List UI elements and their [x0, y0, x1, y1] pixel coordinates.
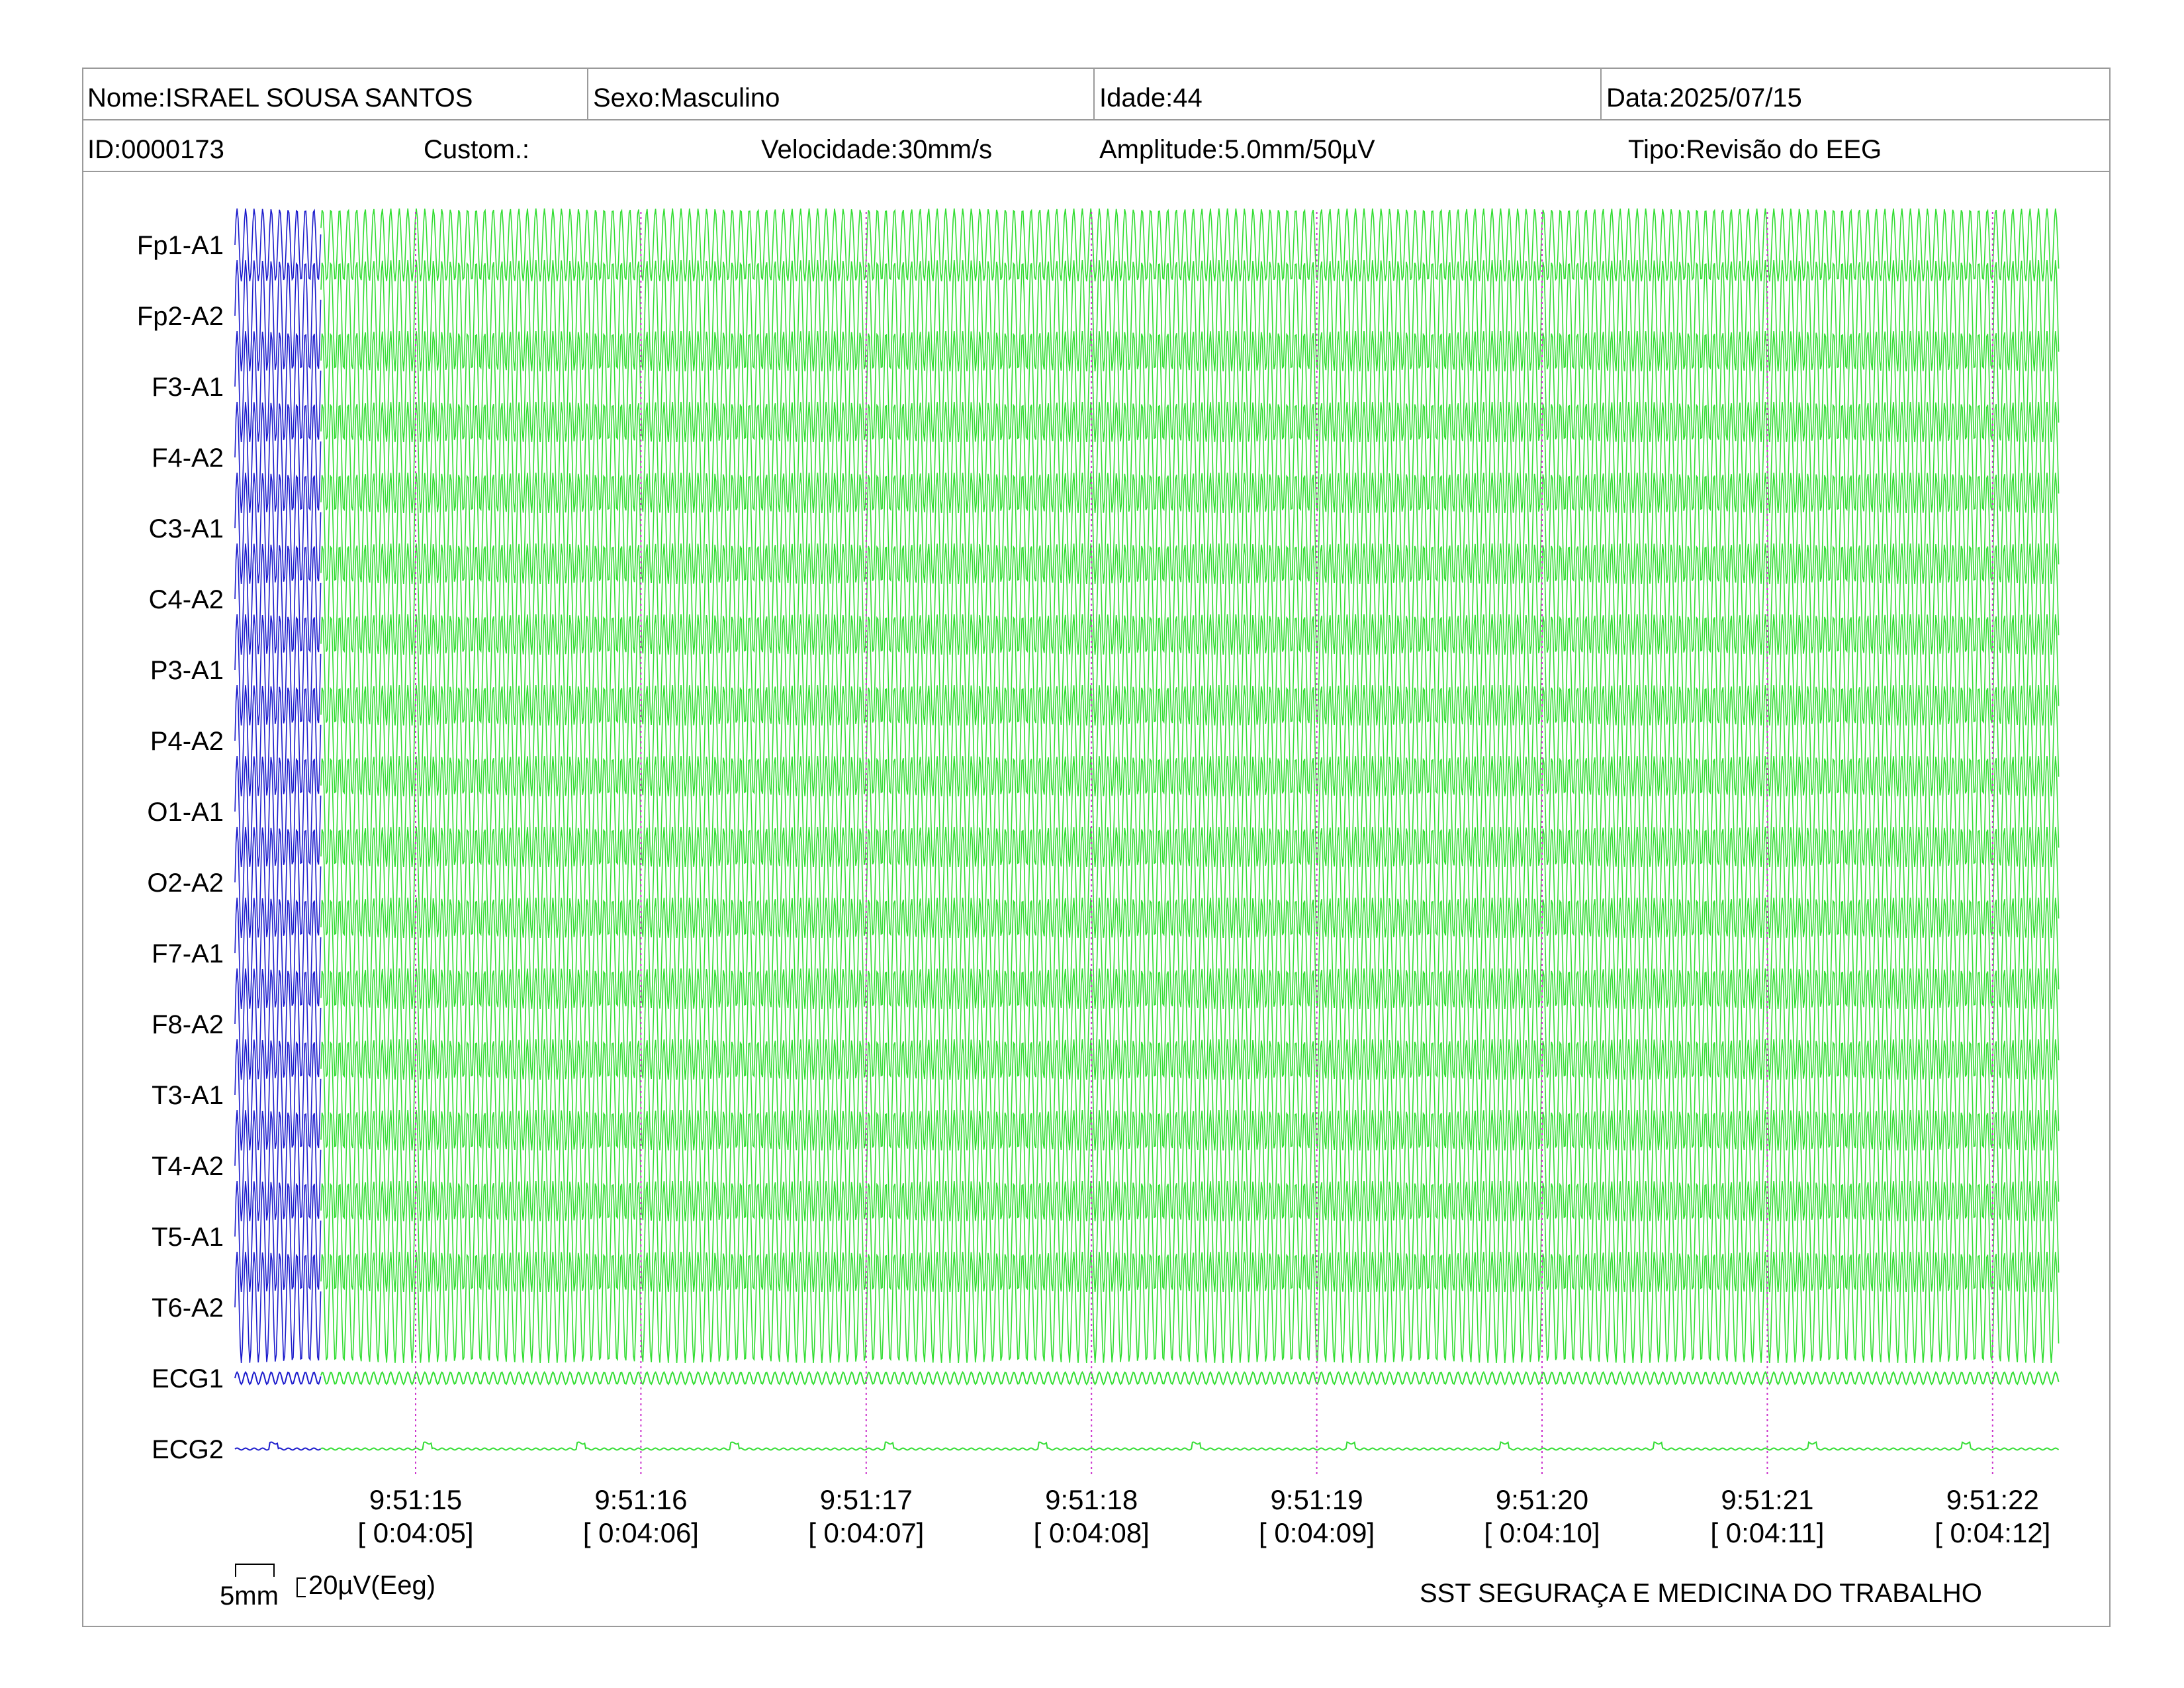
- trace-c4-a2-segment-1: [234, 543, 322, 655]
- time-label-elapsed-8: [ 0:04:12]: [1934, 1517, 2050, 1548]
- trace-c3-a1-segment-2: [320, 472, 2060, 585]
- patient-name: Nome:ISRAEL SOUSA SANTOS: [87, 83, 473, 113]
- time-label-elapsed-6: [ 0:04:10]: [1484, 1517, 1600, 1548]
- trace-ecg2-segment-1: [234, 1441, 322, 1451]
- time-label-elapsed-2: [ 0:04:06]: [583, 1517, 699, 1548]
- trace-f3-a1-segment-1: [234, 330, 322, 442]
- time-label-elapsed-3: [ 0:04:07]: [808, 1517, 924, 1548]
- time-scale-label: 5mm: [220, 1581, 279, 1611]
- trace-ecg2-segment-2: [320, 1441, 2060, 1451]
- trace-f7-a1-segment-1: [234, 897, 322, 1009]
- trace-t6-a2-segment-2: [320, 1251, 2060, 1364]
- trace-o2-a2-segment-1: [234, 826, 322, 938]
- time-label-clock-4: 9:51:18: [1045, 1484, 1138, 1515]
- header-sep-2: [1093, 68, 1095, 120]
- trace-o1-a1-segment-2: [320, 755, 2060, 868]
- header-bottom-rule: [82, 171, 2111, 172]
- trace-t3-a1-segment-2: [320, 1039, 2060, 1151]
- trace-fp2-a2-segment-2: [320, 259, 2060, 372]
- trace-ecg1-segment-2: [320, 1371, 2060, 1385]
- channel-label-o1-a1: O1-A1: [147, 798, 224, 827]
- trace-f4-a2-segment-2: [320, 401, 2060, 514]
- trace-t3-a1-segment-1: [234, 1039, 322, 1150]
- time-label-clock-3: 9:51:17: [820, 1484, 913, 1515]
- trace-fp2-a2-segment-1: [234, 259, 322, 371]
- channel-label-o2-a2: O2-A2: [147, 868, 224, 898]
- trace-p3-a1-segment-2: [320, 614, 2060, 726]
- trace-o2-a2-segment-2: [320, 826, 2060, 939]
- time-label-clock-7: 9:51:21: [1721, 1484, 1813, 1515]
- channel-label-t4-a2: T4-A2: [152, 1152, 224, 1181]
- channel-label-fp1-a1: Fp1-A1: [137, 231, 224, 260]
- channel-label-ecg2: ECG2: [152, 1435, 224, 1464]
- time-label-clock-5: 9:51:19: [1271, 1484, 1363, 1515]
- trace-o1-a1-segment-1: [234, 755, 322, 867]
- amplitude-setting: Amplitude:5.0mm/50µV: [1099, 135, 1375, 164]
- time-label-elapsed-5: [ 0:04:09]: [1259, 1517, 1375, 1548]
- time-label-clock-1: 9:51:15: [369, 1484, 462, 1515]
- exam-date: Data:2025/07/15: [1606, 83, 1802, 113]
- patient-age: Idade:44: [1099, 83, 1203, 113]
- amplitude-scale-label: 20µV(Eeg): [308, 1571, 435, 1600]
- trace-c3-a1-segment-1: [234, 472, 322, 584]
- organization-name: SST SEGURAÇA E MEDICINA DO TRABALHO: [1420, 1579, 1982, 1608]
- channel-label-f4-a2: F4-A2: [152, 444, 224, 473]
- channel-label-p3-a1: P3-A1: [150, 656, 224, 685]
- trace-f3-a1-segment-2: [320, 330, 2060, 443]
- channel-label-f8-a2: F8-A2: [152, 1010, 224, 1039]
- amplitude-scale-bar: [296, 1577, 306, 1597]
- trace-t5-a1-segment-2: [320, 1180, 2060, 1293]
- channel-label-fp2-a2: Fp2-A2: [137, 302, 224, 331]
- trace-p4-a2-segment-1: [234, 684, 322, 796]
- time-label-clock-8: 9:51:22: [1946, 1484, 2039, 1515]
- header-sep-3: [1600, 68, 1602, 120]
- trace-f7-a1-segment-2: [320, 897, 2060, 1009]
- trace-t4-a2-segment-1: [234, 1109, 322, 1221]
- channel-label-p4-a2: P4-A2: [150, 727, 224, 756]
- report-frame: [82, 68, 2111, 1627]
- trace-f8-a2-segment-2: [320, 968, 2060, 1080]
- time-label-clock-6: 9:51:20: [1496, 1484, 1588, 1515]
- trace-ecg1-segment-1: [234, 1371, 322, 1385]
- trace-p3-a1-segment-1: [234, 614, 322, 726]
- channel-label-c3-a1: C3-A1: [149, 514, 224, 543]
- channel-label-f3-a1: F3-A1: [152, 373, 224, 402]
- time-scale-bar: [235, 1564, 275, 1577]
- trace-fp1-a1-segment-1: [234, 208, 322, 282]
- time-label-elapsed-7: [ 0:04:11]: [1710, 1517, 1824, 1548]
- patient-sex: Sexo:Masculino: [593, 83, 780, 113]
- channel-label-f7-a1: F7-A1: [152, 939, 224, 968]
- trace-f8-a2-segment-1: [234, 968, 322, 1080]
- trace-t4-a2-segment-2: [320, 1109, 2060, 1222]
- channel-label-t6-a2: T6-A2: [152, 1293, 224, 1323]
- trace-t5-a1-segment-1: [234, 1180, 322, 1292]
- trace-c4-a2-segment-2: [320, 543, 2060, 655]
- trace-fp1-a1-segment-2: [320, 208, 2060, 282]
- time-label-elapsed-1: [ 0:04:05]: [357, 1517, 473, 1548]
- channel-label-ecg1: ECG1: [152, 1364, 224, 1393]
- header-divider: [82, 119, 2111, 120]
- speed-setting: Velocidade:30mm/s: [761, 135, 993, 164]
- time-label-clock-2: 9:51:16: [594, 1484, 687, 1515]
- header-sep-1: [587, 68, 588, 120]
- trace-t6-a2-segment-1: [234, 1251, 322, 1363]
- channel-label-t3-a1: T3-A1: [152, 1081, 224, 1110]
- custom-field: Custom.:: [424, 135, 530, 164]
- review-type: Tipo:Revisão do EEG: [1628, 135, 1882, 164]
- patient-id: ID:0000173: [87, 135, 224, 164]
- channel-label-t5-a1: T5-A1: [152, 1223, 224, 1252]
- channel-label-c4-a2: C4-A2: [149, 585, 224, 614]
- trace-f4-a2-segment-1: [234, 401, 322, 513]
- time-label-elapsed-4: [ 0:04:08]: [1034, 1517, 1150, 1548]
- trace-p4-a2-segment-2: [320, 684, 2060, 797]
